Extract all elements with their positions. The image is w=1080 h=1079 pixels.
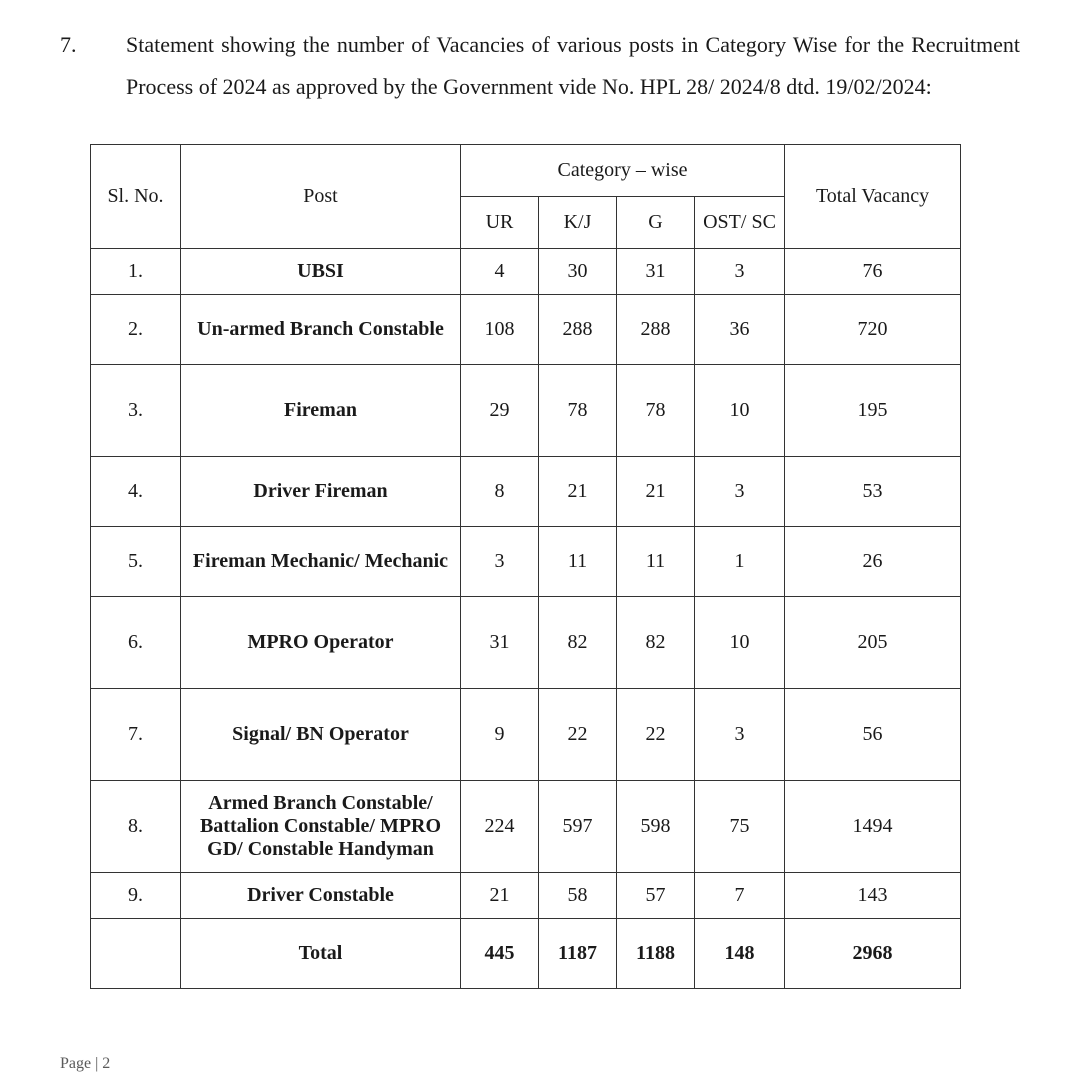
- cell-total: 1494: [785, 780, 961, 872]
- page-footer: Page | 2: [60, 1055, 110, 1073]
- col-header-g: G: [617, 196, 695, 248]
- cell-g: 288: [617, 294, 695, 364]
- cell-g: 31: [617, 248, 695, 294]
- cell-ur: 9: [461, 688, 539, 780]
- table-row: 8.Armed Branch Constable/ Battalion Cons…: [91, 780, 961, 872]
- cell-ost: 36: [695, 294, 785, 364]
- cell-ost: 3: [695, 456, 785, 526]
- intro-paragraph: Statement showing the number of Vacancie…: [126, 24, 1020, 108]
- cell-post: Armed Branch Constable/ Battalion Consta…: [181, 780, 461, 872]
- cell-ost: 1: [695, 526, 785, 596]
- cell-post: Fireman Mechanic/ Mechanic: [181, 526, 461, 596]
- cell-ost: 148: [695, 918, 785, 988]
- table-row: 5.Fireman Mechanic/ Mechanic31111126: [91, 526, 961, 596]
- cell-ur: 4: [461, 248, 539, 294]
- cell-kj: 82: [539, 596, 617, 688]
- cell-ur: 31: [461, 596, 539, 688]
- cell-g: 1188: [617, 918, 695, 988]
- cell-sl: [91, 918, 181, 988]
- cell-ost: 10: [695, 596, 785, 688]
- vacancy-table: Sl. No. Post Category – wise Total Vacan…: [90, 144, 961, 989]
- cell-post: Driver Fireman: [181, 456, 461, 526]
- cell-kj: 288: [539, 294, 617, 364]
- cell-post: Fireman: [181, 364, 461, 456]
- cell-ur: 224: [461, 780, 539, 872]
- col-header-total: Total Vacancy: [785, 144, 961, 248]
- item-number: 7.: [60, 24, 90, 108]
- table-row: 4.Driver Fireman82121353: [91, 456, 961, 526]
- cell-ost: 3: [695, 248, 785, 294]
- cell-kj: 1187: [539, 918, 617, 988]
- cell-sl: 1.: [91, 248, 181, 294]
- table-body: 1.UBSI430313762.Un-armed Branch Constabl…: [91, 248, 961, 988]
- cell-sl: 5.: [91, 526, 181, 596]
- cell-post: Un-armed Branch Constable: [181, 294, 461, 364]
- cell-post: Signal/ BN Operator: [181, 688, 461, 780]
- table-row: 7.Signal/ BN Operator92222356: [91, 688, 961, 780]
- cell-kj: 597: [539, 780, 617, 872]
- cell-g: 57: [617, 872, 695, 918]
- cell-ur: 445: [461, 918, 539, 988]
- cell-total: 53: [785, 456, 961, 526]
- cell-post: Driver Constable: [181, 872, 461, 918]
- cell-g: 82: [617, 596, 695, 688]
- table-row: 1.UBSI43031376: [91, 248, 961, 294]
- cell-total: 26: [785, 526, 961, 596]
- cell-total: 143: [785, 872, 961, 918]
- cell-sl: 6.: [91, 596, 181, 688]
- cell-total: 195: [785, 364, 961, 456]
- cell-sl: 4.: [91, 456, 181, 526]
- cell-ost: 7: [695, 872, 785, 918]
- cell-total: 56: [785, 688, 961, 780]
- table-total-row: Total445118711881482968: [91, 918, 961, 988]
- cell-sl: 3.: [91, 364, 181, 456]
- cell-total: 76: [785, 248, 961, 294]
- cell-ost: 10: [695, 364, 785, 456]
- cell-sl: 9.: [91, 872, 181, 918]
- cell-kj: 58: [539, 872, 617, 918]
- col-header-ur: UR: [461, 196, 539, 248]
- cell-sl: 2.: [91, 294, 181, 364]
- cell-sl: 8.: [91, 780, 181, 872]
- col-header-category-group: Category – wise: [461, 144, 785, 196]
- cell-g: 22: [617, 688, 695, 780]
- cell-ur: 8: [461, 456, 539, 526]
- col-header-sl: Sl. No.: [91, 144, 181, 248]
- cell-post: Total: [181, 918, 461, 988]
- cell-kj: 11: [539, 526, 617, 596]
- table-row: 3.Fireman29787810195: [91, 364, 961, 456]
- table-row: 9.Driver Constable2158577143: [91, 872, 961, 918]
- page: 7. Statement showing the number of Vacan…: [0, 0, 1080, 1079]
- col-header-ost: OST/ SC: [695, 196, 785, 248]
- col-header-post: Post: [181, 144, 461, 248]
- cell-sl: 7.: [91, 688, 181, 780]
- cell-ost: 3: [695, 688, 785, 780]
- cell-ur: 108: [461, 294, 539, 364]
- cell-total: 720: [785, 294, 961, 364]
- cell-g: 11: [617, 526, 695, 596]
- cell-ur: 29: [461, 364, 539, 456]
- cell-kj: 78: [539, 364, 617, 456]
- cell-kj: 30: [539, 248, 617, 294]
- table-header: Sl. No. Post Category – wise Total Vacan…: [91, 144, 961, 248]
- cell-g: 78: [617, 364, 695, 456]
- cell-ur: 3: [461, 526, 539, 596]
- table-wrapper: Sl. No. Post Category – wise Total Vacan…: [90, 144, 1020, 989]
- cell-total: 205: [785, 596, 961, 688]
- cell-ur: 21: [461, 872, 539, 918]
- table-row: 6.MPRO Operator31828210205: [91, 596, 961, 688]
- cell-g: 598: [617, 780, 695, 872]
- cell-post: MPRO Operator: [181, 596, 461, 688]
- cell-ost: 75: [695, 780, 785, 872]
- cell-post: UBSI: [181, 248, 461, 294]
- cell-total: 2968: [785, 918, 961, 988]
- section-heading-row: 7. Statement showing the number of Vacan…: [60, 24, 1020, 108]
- cell-kj: 21: [539, 456, 617, 526]
- table-row: 2.Un-armed Branch Constable1082882883672…: [91, 294, 961, 364]
- col-header-kj: K/J: [539, 196, 617, 248]
- cell-kj: 22: [539, 688, 617, 780]
- cell-g: 21: [617, 456, 695, 526]
